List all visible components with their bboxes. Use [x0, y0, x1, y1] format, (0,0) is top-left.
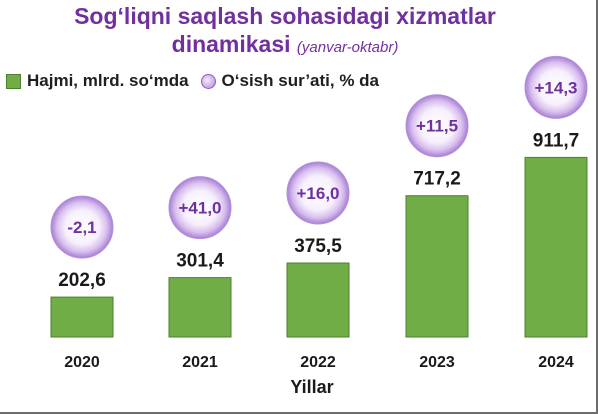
- title-line-1: Sog‘liqni saqlash sohasidagi xizmatlar: [74, 3, 496, 29]
- bar-value-label-2023: 717,2: [413, 169, 461, 190]
- x-tick-label-2021: 2021: [182, 354, 218, 371]
- growth-bubble-2023: [405, 94, 469, 158]
- chart-title: Sog‘liqni saqlash sohasidagi xizmatlar d…: [0, 2, 570, 62]
- bar-2021: [168, 277, 232, 338]
- bar-value-label-2021: 301,4: [176, 251, 224, 272]
- growth-bubble-2024: [524, 55, 588, 119]
- bar-value-label-2022: 375,5: [294, 236, 342, 257]
- growth-bubble-2020: [50, 195, 114, 259]
- chart-plot-area: 202,6 2020 -2,1 301,4 2021 +41,0 375,5 2022 +16,…: [50, 55, 588, 371]
- chart-subtitle: (yanvar-oktabr): [296, 39, 399, 56]
- title-line-2-text: dinamikasi: [171, 31, 291, 57]
- growth-rate-label-2022: +16,0: [296, 184, 339, 203]
- growth-rate-label-2023: +11,5: [416, 117, 458, 136]
- bar-value-label-2020: 202,6: [58, 270, 106, 291]
- growth-rate-label-2024: +14,3: [534, 78, 577, 97]
- growth-rate-label-2020: -2,1: [67, 218, 96, 237]
- bar-2023: [405, 195, 469, 338]
- bar-2022: [286, 262, 350, 338]
- bar-2020: [50, 296, 114, 338]
- chart-legend: Hajmi, mlrd. so‘mda O‘sish sur’ati, % da: [6, 70, 379, 92]
- growth-bubble-2022: [286, 161, 350, 225]
- growth-rate-label-2021: +41,0: [178, 199, 221, 218]
- x-tick-label-2020: 2020: [64, 354, 100, 371]
- x-tick-label-2024: 2024: [538, 354, 574, 371]
- legend-bar-swatch: [6, 73, 21, 89]
- title-line-2: dinamikasi (yanvar-oktabr): [0, 30, 570, 62]
- growth-bubble-2021: [168, 176, 232, 240]
- x-tick-label-2022: 2022: [300, 354, 336, 371]
- x-axis-title: Yillar: [290, 377, 333, 397]
- bar-value-label-2024: 911,7: [533, 130, 580, 151]
- x-tick-label-2023: 2023: [419, 354, 455, 371]
- bar-2024: [524, 156, 588, 338]
- legend-circle-label: O‘sish sur’ati, % da: [221, 71, 380, 90]
- legend-bar-label: Hajmi, mlrd. so‘mda: [27, 71, 189, 90]
- legend-circle-swatch: [200, 73, 216, 89]
